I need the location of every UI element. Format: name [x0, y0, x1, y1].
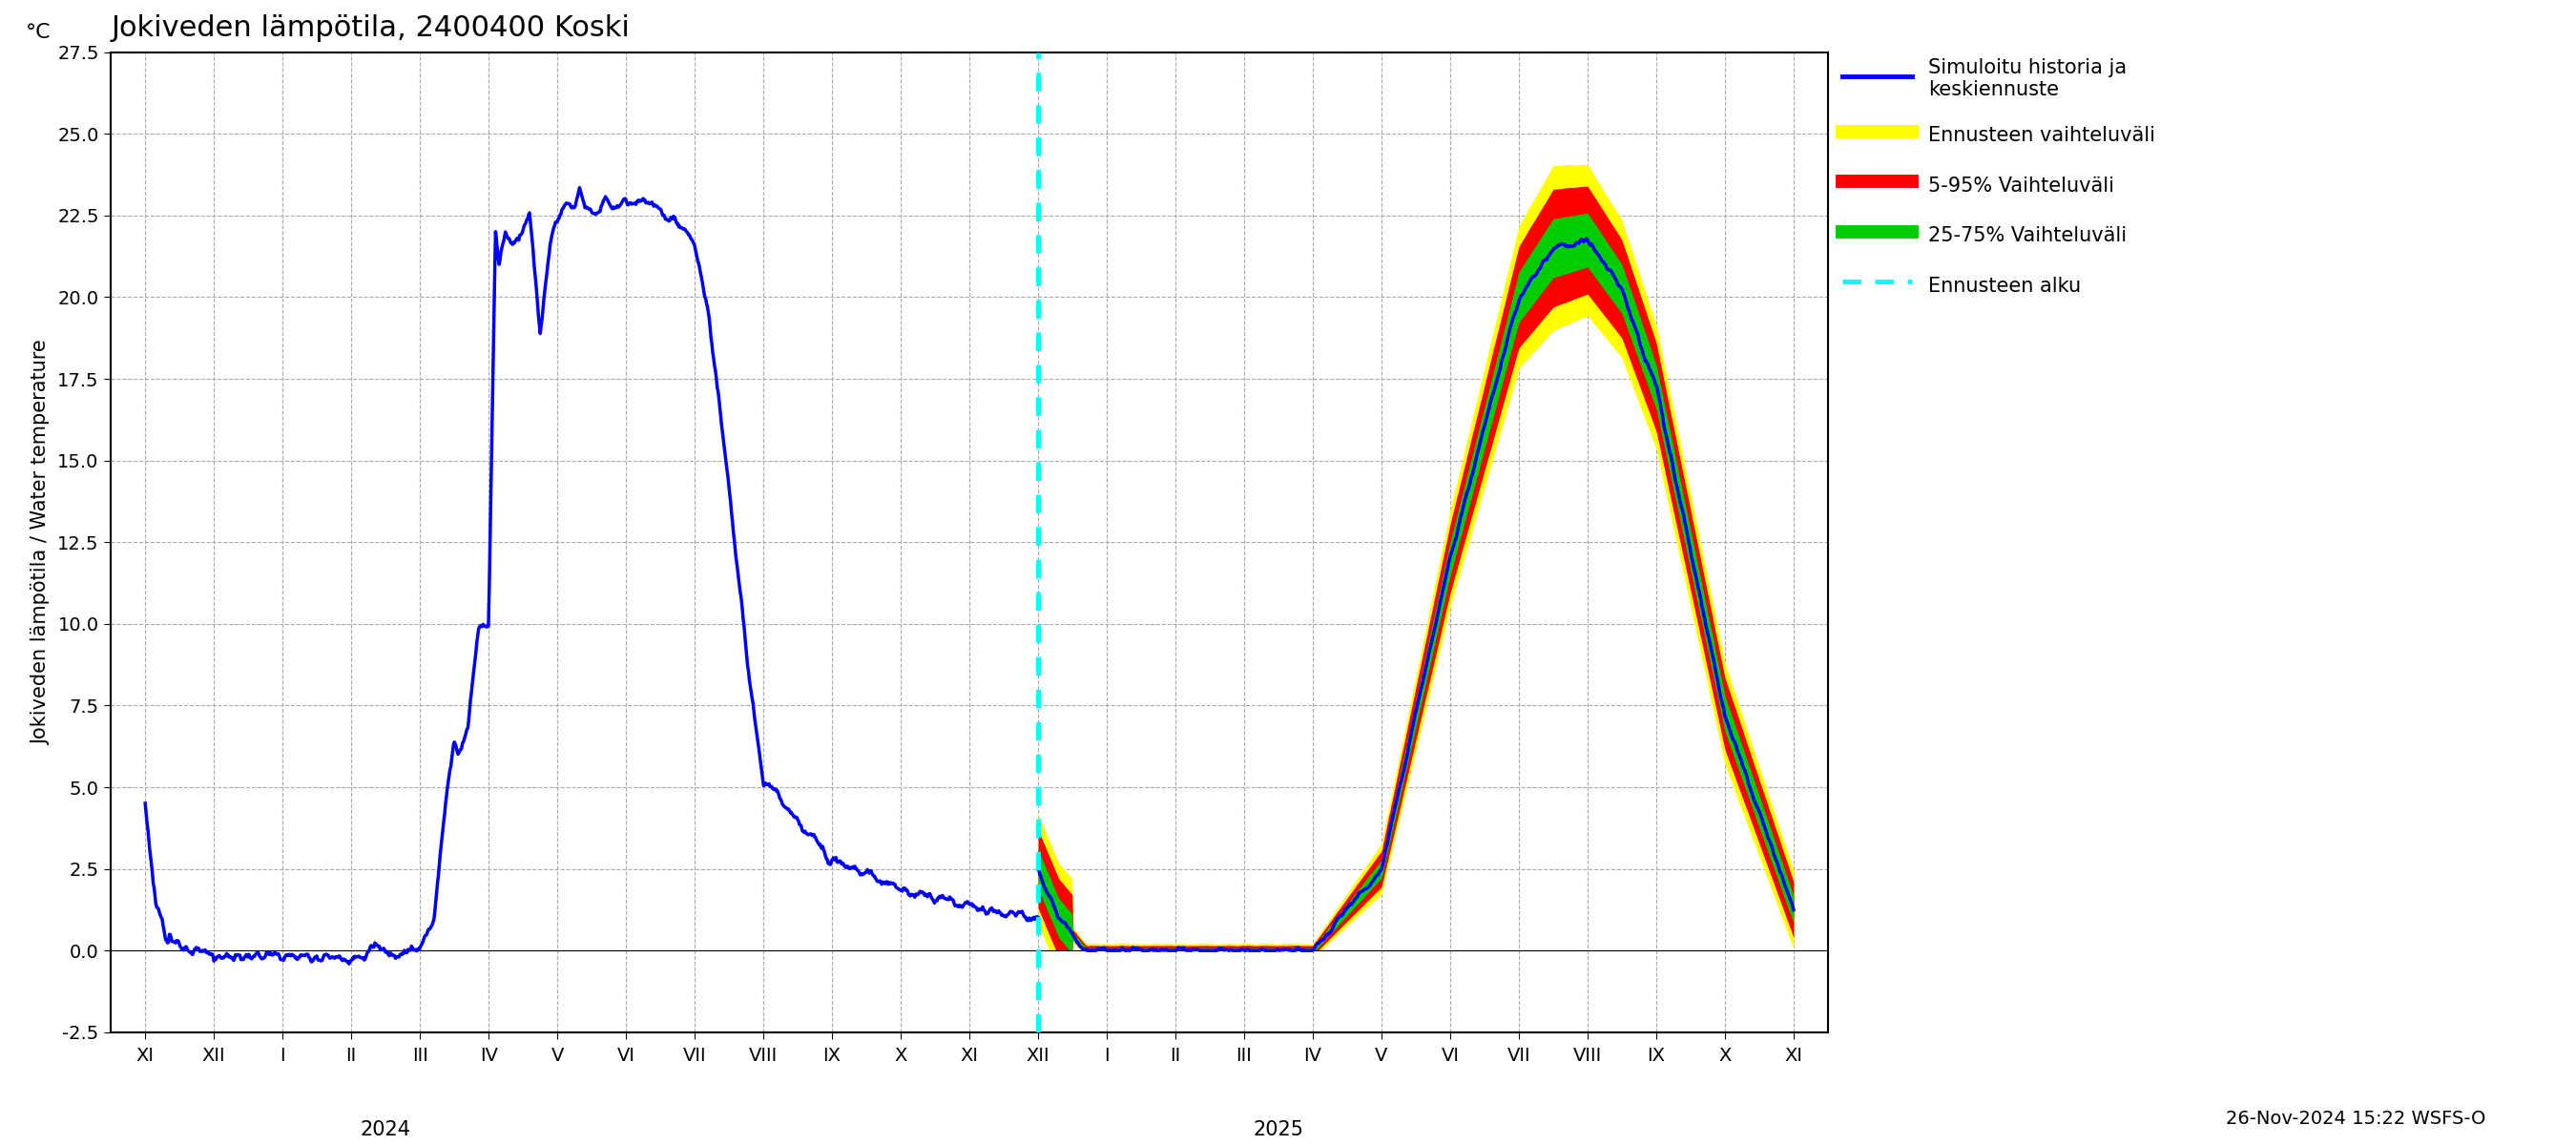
- Legend: Simuloitu historia ja
keskiennuste, Ennusteen vaihteluväli, 5-95% Vaihteluväli, : Simuloitu historia ja keskiennuste, Ennu…: [1837, 53, 2161, 306]
- Text: 2025: 2025: [1252, 1121, 1303, 1139]
- Y-axis label: Jokiveden lämpötila / Water temperature: Jokiveden lämpötila / Water temperature: [31, 340, 52, 745]
- Text: 2024: 2024: [361, 1121, 412, 1139]
- Text: Jokiveden lämpötila, 2400400 Koski: Jokiveden lämpötila, 2400400 Koski: [111, 14, 629, 42]
- Text: 26-Nov-2024 15:22 WSFS-O: 26-Nov-2024 15:22 WSFS-O: [2226, 1110, 2486, 1128]
- Text: °C: °C: [26, 23, 52, 42]
